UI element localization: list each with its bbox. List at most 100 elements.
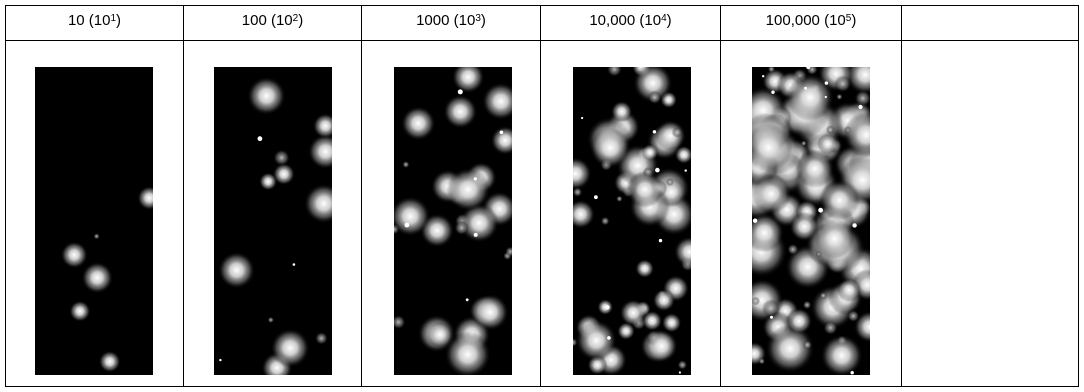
- glow-blob: [800, 140, 807, 147]
- glow-speck: [804, 86, 807, 90]
- simulation-image-1000: [394, 67, 512, 375]
- table-border-bottom: [5, 386, 1079, 387]
- glow-speck: [762, 75, 765, 78]
- simulation-image-100: [214, 67, 332, 375]
- glow-speck: [684, 169, 687, 172]
- glow-speck: [404, 222, 410, 228]
- glow-blob: [81, 261, 114, 294]
- header-close: ): [666, 11, 672, 29]
- header-exponent: 2: [292, 12, 299, 24]
- header-base: (10: [824, 11, 846, 29]
- glow-blob: [671, 127, 683, 138]
- glow-blob: [573, 157, 592, 190]
- glow-blob: [137, 185, 153, 211]
- column-divider: [720, 5, 721, 387]
- glow-blob: [394, 196, 431, 237]
- glow-speck: [858, 104, 863, 110]
- glow-speck: [581, 116, 584, 120]
- blob-field: [394, 67, 512, 375]
- glow-blob: [505, 246, 512, 257]
- glow-blob: [826, 125, 835, 135]
- table-border-left: [5, 5, 6, 387]
- glow-blob: [444, 331, 491, 375]
- glow-blob: [786, 73, 834, 122]
- glow-blob: [270, 328, 310, 368]
- glow-blob: [802, 340, 812, 350]
- glow-blob: [312, 113, 332, 139]
- glow-blob: [819, 291, 827, 300]
- glow-blob: [787, 243, 799, 256]
- glow-blob: [611, 100, 633, 123]
- glow-speck: [457, 89, 463, 95]
- glow-blob: [272, 163, 295, 186]
- glow-blob: [752, 173, 792, 214]
- simulation-image-100000: [752, 67, 870, 375]
- header-value: 10: [67, 11, 85, 29]
- glow-blob: [652, 288, 676, 312]
- glow-speck: [824, 95, 827, 99]
- blob-field: [573, 67, 691, 375]
- column-header-100: 100 (10 2): [184, 0, 361, 40]
- glow-speck: [655, 167, 660, 173]
- header-exponent: 4: [661, 12, 667, 24]
- glow-blob: [454, 220, 469, 236]
- glow-blob: [218, 251, 256, 289]
- glow-blob: [606, 67, 623, 77]
- glow-blob: [819, 179, 860, 221]
- column-divider: [540, 5, 541, 387]
- glow-speck: [465, 298, 469, 302]
- glow-blob: [641, 143, 659, 161]
- glow-blob: [633, 67, 673, 103]
- glow-blob: [600, 216, 610, 226]
- glow-speck: [852, 223, 857, 228]
- glow-blob: [853, 311, 870, 343]
- glow-blob: [661, 312, 682, 333]
- glow-blob: [69, 300, 91, 322]
- header-exponent: 3: [475, 12, 481, 24]
- glow-blob: [575, 319, 617, 362]
- glow-blob: [619, 299, 647, 327]
- glow-speck: [678, 371, 681, 374]
- glow-blob: [635, 259, 655, 279]
- glow-blob: [795, 149, 835, 189]
- glow-blob: [273, 149, 290, 167]
- glow-speck: [499, 130, 504, 135]
- blob-field: [60, 185, 153, 373]
- glow-speck: [594, 195, 598, 200]
- header-divider: [5, 40, 1079, 41]
- header-base: (10: [453, 11, 476, 29]
- glow-blob: [674, 145, 691, 164]
- glow-blob: [677, 360, 688, 370]
- header-value: 10,000: [589, 11, 636, 29]
- column-header-empty: [902, 0, 1078, 40]
- glow-blob: [247, 76, 286, 116]
- glow-blob: [459, 203, 499, 243]
- column-header-100000: 100,000 (10 5): [721, 0, 901, 40]
- column-divider: [183, 5, 184, 387]
- glow-blob: [616, 195, 623, 203]
- glow-blob: [806, 67, 818, 76]
- glow-blob: [641, 310, 663, 331]
- glow-blob: [446, 167, 491, 212]
- header-close: ): [480, 11, 486, 29]
- glow-blob: [490, 125, 512, 155]
- header-base: (10: [639, 11, 662, 29]
- glow-blob: [589, 127, 631, 169]
- glow-blob: [834, 75, 852, 93]
- header-exponent: 1: [110, 12, 117, 24]
- glow-speck: [473, 177, 477, 181]
- glow-blob: [60, 241, 88, 269]
- glow-speck: [850, 371, 854, 375]
- glow-blob: [647, 90, 662, 105]
- glow-blob: [402, 160, 410, 169]
- glow-blob: [443, 94, 478, 129]
- glow-blob: [752, 296, 760, 306]
- header-base: (10: [270, 11, 293, 29]
- glow-blob: [259, 172, 278, 191]
- blob-field: [218, 76, 332, 375]
- column-header-10: 10 (10 1): [6, 0, 183, 40]
- glow-speck: [257, 136, 263, 142]
- simulation-image-10000: [573, 67, 691, 375]
- header-value: 100,000: [765, 11, 820, 29]
